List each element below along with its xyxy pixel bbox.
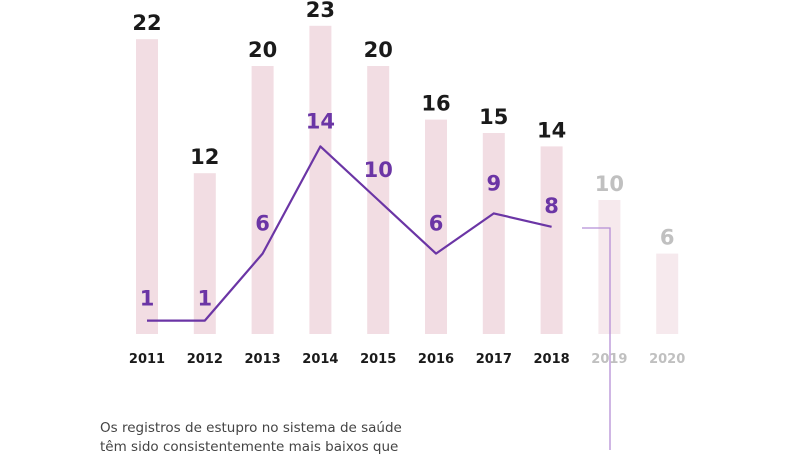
annotation-connector	[582, 227, 611, 450]
year-label-2012: 2012	[187, 352, 223, 367]
year-label-2011: 2011	[129, 352, 165, 367]
year-label-2018: 2018	[534, 352, 570, 367]
bar-2013	[251, 66, 274, 334]
connector-line	[582, 227, 611, 450]
bar-2018	[540, 146, 563, 334]
annotation-text: Os registros de estupro no sistema de sa…	[100, 420, 402, 455]
bar-value-label-2013: 20	[248, 38, 277, 62]
bar-value-label-2018: 14	[537, 118, 566, 142]
bar-2020	[656, 253, 679, 334]
bar-2016	[425, 119, 447, 334]
bar-value-label-2015: 20	[364, 38, 393, 62]
bar-value-label-2014: 23	[306, 0, 335, 22]
year-label-2020: 2020	[649, 352, 685, 367]
bar-value-label-2012: 12	[190, 145, 219, 169]
line-series	[147, 145, 552, 322]
line-value-label-2018: 8	[544, 194, 559, 218]
year-label-2013: 2013	[245, 352, 281, 367]
line-value-label-2013: 6	[255, 212, 270, 236]
line-value-labels: 1 1 6 14 10 6 9 8	[140, 109, 559, 310]
bar-value-label-2017: 15	[479, 105, 508, 129]
x-axis-labels: 2011 2012 2013 2014 2015 2016 2017 2018 2019 2020	[129, 352, 685, 367]
bar-value-label-2016: 16	[421, 92, 450, 116]
year-label-2019: 2019	[591, 352, 627, 367]
bar-2017	[482, 133, 505, 334]
bar-2014	[309, 25, 332, 335]
line-value-label-2012: 1	[197, 287, 212, 311]
line-path	[147, 145, 552, 322]
line-value-label-2017: 9	[486, 171, 501, 195]
year-label-2014: 2014	[302, 352, 338, 367]
line-value-label-2016: 6	[429, 212, 444, 236]
year-label-2016: 2016	[418, 352, 454, 367]
bar-2011	[136, 39, 158, 334]
line-value-label-2011: 1	[140, 287, 155, 311]
line-value-label-2015: 10	[364, 158, 393, 182]
bar-value-label-2020: 6	[660, 226, 675, 250]
year-label-2017: 2017	[476, 352, 512, 367]
bar-value-labels: 22 12 20 23 20 16 15 14 10 6	[132, 0, 674, 250]
line-value-label-2014: 14	[306, 109, 335, 133]
bar-value-label-2011: 22	[132, 11, 161, 35]
bar-2012	[193, 173, 216, 334]
year-label-2015: 2015	[360, 352, 396, 367]
bar-value-label-2019: 10	[595, 172, 624, 196]
